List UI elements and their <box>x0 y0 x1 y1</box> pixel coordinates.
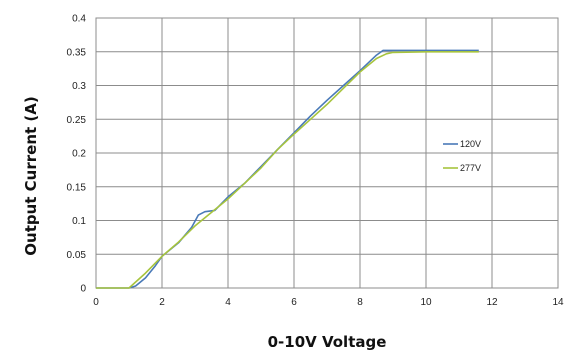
y-tick-label: 0.1 <box>72 216 86 227</box>
y-axis-label: Output Current (A) <box>22 96 40 255</box>
plot-border <box>95 17 559 289</box>
y-tick-labels: 0 0.05 0.1 0.15 0.2 0.25 0.3 0.35 0.4 <box>67 14 87 295</box>
x-tick-label: 0 <box>93 297 99 308</box>
y-tick-label: 0.3 <box>72 81 86 92</box>
y-tick-label: 0 <box>80 284 86 295</box>
series-line-277V <box>96 50 479 289</box>
legend-label: 120V <box>460 139 481 149</box>
y-tick-label: 0.4 <box>72 14 86 25</box>
x-tick-labels: 0 2 4 6 8 10 12 14 <box>93 297 564 308</box>
y-tick-label: 0.25 <box>67 115 87 126</box>
legend-label: 277V <box>460 163 481 173</box>
x-axis-label: 0-10V Voltage <box>268 333 387 351</box>
x-tick-label: 12 <box>486 297 498 308</box>
x-tick-label: 6 <box>291 297 297 308</box>
x-tick-label: 2 <box>159 297 165 308</box>
x-tick-label: 8 <box>357 297 363 308</box>
y-tick-label: 0.2 <box>72 149 86 160</box>
y-tick-label: 0.05 <box>67 250 87 261</box>
x-tick-label: 4 <box>225 297 231 308</box>
grid-lines <box>95 17 559 289</box>
x-tick-label: 14 <box>552 297 564 308</box>
series-lines <box>96 49 479 289</box>
y-tick-label: 0.15 <box>67 182 87 193</box>
x-tick-label: 10 <box>420 297 432 308</box>
legend: 120V 277V <box>443 139 481 173</box>
y-tick-label: 0.35 <box>67 47 87 58</box>
